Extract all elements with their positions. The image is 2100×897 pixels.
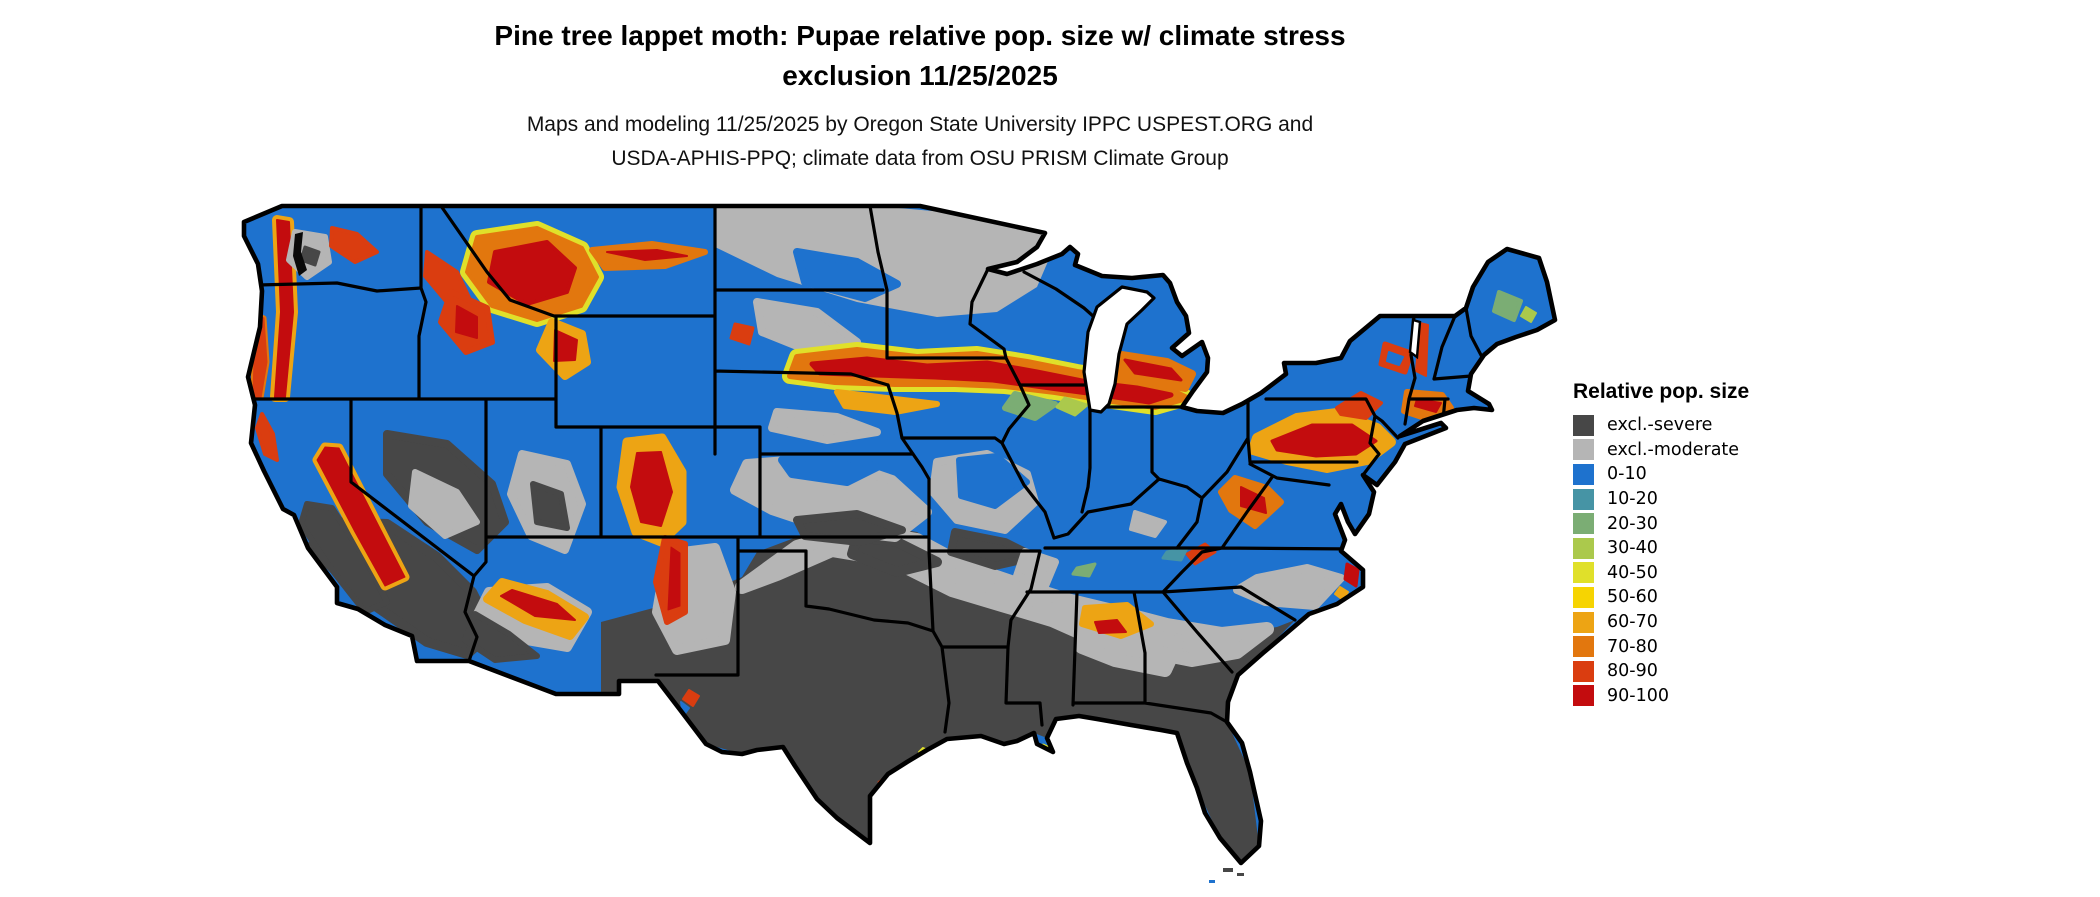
- legend-label-90-100: 90-100: [1607, 685, 1669, 706]
- legend-entry-60-70: 60-70: [1573, 610, 1853, 635]
- legend-label-0-10: 0-10: [1607, 464, 1647, 485]
- legend-entry-70-80: 70-80: [1573, 634, 1853, 659]
- us-map: [241, 203, 1558, 883]
- legend-swatch-20-30: [1573, 513, 1594, 535]
- region-n-alabama-red: [1094, 619, 1127, 634]
- legend-entry-10-20: 10-20: [1573, 487, 1853, 512]
- region-new-england-core: [1414, 398, 1442, 413]
- us-outline: [241, 203, 1558, 866]
- legend-label-excl-severe: excl.-severe: [1607, 415, 1713, 436]
- region-az-mogollon-core: [500, 589, 576, 621]
- legend-swatch-60-70: [1573, 611, 1594, 633]
- legend: Relative pop. size excl.-severe excl.-mod…: [1573, 380, 1853, 708]
- legend-label-80-90: 80-90: [1607, 661, 1658, 682]
- legend-entry-80-90: 80-90: [1573, 659, 1853, 684]
- region-nc-coastal-moderate: [1233, 564, 1345, 610]
- region-sw-az-severe: [462, 611, 540, 663]
- region-ky-moderate-patch: [1129, 510, 1167, 538]
- region-id-central-core: [455, 305, 478, 339]
- region-black-hills-red: [729, 322, 755, 346]
- legend-entry-excl-moderate: excl.-moderate: [1573, 438, 1853, 463]
- region-n-ca-coast-red: [255, 412, 279, 462]
- region-il-lime-dots: [1055, 396, 1089, 417]
- region-nebraska-moderate: [768, 408, 881, 444]
- legend-label-40-50: 40-50: [1607, 562, 1658, 583]
- map-title-line1: Pine tree lappet moth: Pupae relative po…: [494, 20, 1346, 51]
- region-wv-va-core: [1240, 486, 1267, 514]
- map-container: [232, 192, 1562, 892]
- region-nv-moderate-speckle: [408, 469, 480, 539]
- region-co-rockies-core: [630, 451, 673, 527]
- legend-entry-90-100: 90-100: [1573, 684, 1853, 709]
- florida-keys-dot-1: [1223, 868, 1233, 872]
- state-borders: [253, 206, 1484, 734]
- legend-label-30-40: 30-40: [1607, 538, 1658, 559]
- region-missouri-blue: [956, 453, 1030, 509]
- region-sierra-core: [316, 446, 406, 587]
- region-kansas-north-blue: [778, 450, 881, 486]
- legend-entry-0-10: 0-10: [1573, 462, 1853, 487]
- region-ne-wa-red: [329, 226, 379, 264]
- region-ca-valley-severe: [298, 501, 390, 615]
- region-ia-ne-fringe: [834, 389, 940, 415]
- legend-label-70-80: 70-80: [1607, 636, 1658, 657]
- header: Pine tree lappet moth: Pupae relative po…: [240, 16, 1600, 176]
- legend-entry-50-60: 50-60: [1573, 585, 1853, 610]
- region-nm-mountains-core: [667, 546, 681, 611]
- legend-swatch-10-20: [1573, 488, 1594, 510]
- region-maine-lime-dot: [1520, 306, 1537, 323]
- region-cascades-core: [274, 219, 294, 398]
- region-utah-severe: [530, 481, 570, 531]
- region-tn-green-dot: [1071, 562, 1097, 578]
- map-title-line2: exclusion 11/25/2025: [782, 60, 1058, 91]
- region-wa-severe-dot: [299, 245, 321, 267]
- florida-keys-dot-2: [1237, 873, 1244, 876]
- map-subtitle-line1: Maps and modeling 11/25/2025 by Oregon S…: [526, 113, 1314, 136]
- legend-swatch-0-10: [1573, 463, 1594, 485]
- legend-entries: excl.-severe excl.-moderate 0-10 10-20 20-30…: [1573, 413, 1853, 708]
- region-outer-banks-red: [1343, 562, 1360, 588]
- legend-entry-30-40: 30-40: [1573, 536, 1853, 561]
- florida-keys-dot-3: [1209, 880, 1215, 883]
- region-w-texas-red-dot: [682, 689, 700, 707]
- map-subtitle-line2: USDA-APHIS-PPQ; climate data from OSU PR…: [611, 147, 1229, 170]
- region-pa-appalachia-core: [1270, 423, 1378, 458]
- raster-regions: [244, 206, 1555, 863]
- puget-sound: [293, 232, 307, 276]
- legend-entry-40-50: 40-50: [1573, 561, 1853, 586]
- legend-swatch-30-40: [1573, 537, 1594, 559]
- map-subtitle: Maps and modeling 11/25/2025 by Oregon S…: [240, 108, 1600, 176]
- region-e-mt-red-tongue: [606, 249, 688, 261]
- region-s-missouri-severe: [947, 528, 1039, 570]
- lake-michigan: [1082, 285, 1156, 414]
- legend-swatch-90-100: [1573, 685, 1594, 707]
- region-michigan-band-core: [1123, 358, 1183, 382]
- legend-entry-excl-severe: excl.-severe: [1573, 413, 1853, 438]
- region-corn-belt-core: [809, 356, 1174, 405]
- legend-label-10-20: 10-20: [1607, 489, 1658, 510]
- region-yellowstone-core: [553, 329, 578, 362]
- legend-label-excl-moderate: excl.-moderate: [1607, 439, 1740, 460]
- legend-title: Relative pop. size: [1573, 380, 1750, 403]
- region-maine-green: [1492, 290, 1523, 322]
- legend-swatch-40-50: [1573, 562, 1594, 584]
- region-montana-core: [487, 240, 577, 306]
- legend-swatch-excl-severe: [1573, 414, 1594, 436]
- lake-champlain: [1408, 318, 1422, 360]
- legend-label-50-60: 50-60: [1607, 587, 1658, 608]
- legend-swatch-70-80: [1573, 636, 1594, 658]
- legend-label-60-70: 60-70: [1607, 612, 1658, 633]
- map-title: Pine tree lappet moth: Pupae relative po…: [240, 16, 1600, 96]
- legend-entry-20-30: 20-30: [1573, 511, 1853, 536]
- region-adirondack-center-blue: [1386, 351, 1404, 366]
- legend-swatch-excl-moderate: [1573, 439, 1594, 461]
- legend-swatch-50-60: [1573, 586, 1594, 608]
- region-northern-plains-moderate: [715, 206, 1057, 317]
- legend-swatch-80-90: [1573, 660, 1594, 682]
- legend-label-20-30: 20-30: [1607, 513, 1658, 534]
